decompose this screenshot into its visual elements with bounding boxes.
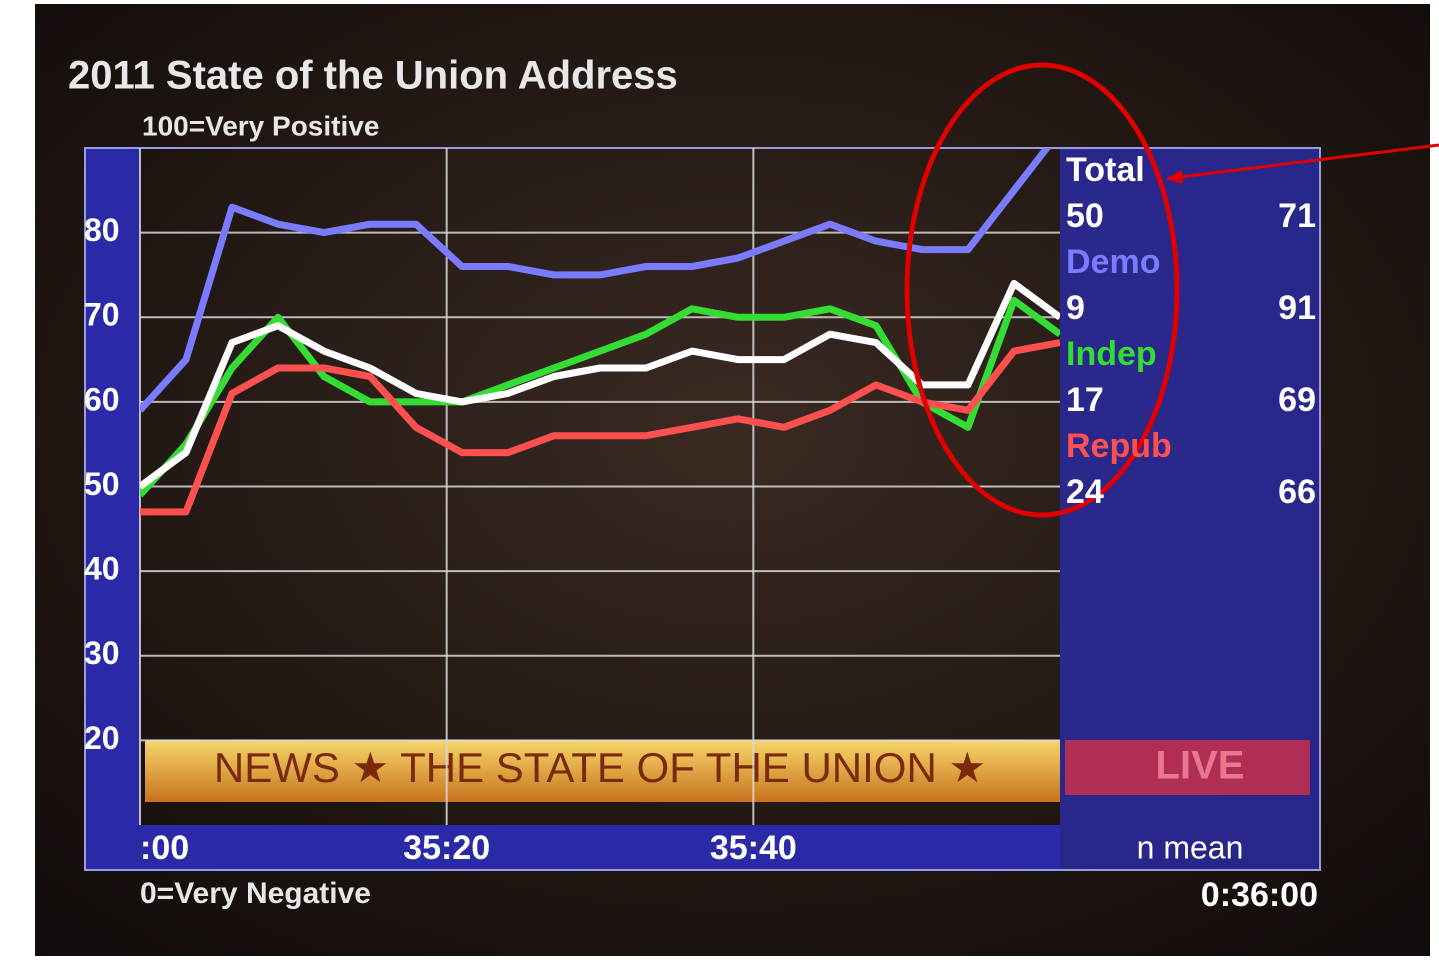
legend-name: Demo [1066, 243, 1160, 281]
legend-name: Total [1066, 151, 1145, 189]
annotation-arrow [1171, 143, 1439, 180]
panel-header: n mean [1137, 829, 1244, 865]
y-tick-label: 40 [84, 551, 120, 587]
series-line [140, 148, 1052, 413]
legend-name: Repub [1066, 427, 1172, 465]
y-axis-strip [85, 148, 140, 870]
banner-text: NEWS ★ THE STATE OF THE UNION ★ [214, 744, 986, 791]
annotation-ellipse [904, 62, 1180, 518]
top-label: 100=Very Positive [142, 110, 379, 141]
y-tick-label: 20 [84, 720, 120, 756]
x-tick-label: 35:20 [403, 829, 490, 867]
n-value: 50 [1066, 197, 1104, 235]
live-text: LIVE [1156, 744, 1245, 788]
mean-value: 69 [1278, 381, 1316, 419]
clock: 0:36:00 [1201, 876, 1318, 914]
n-value: 9 [1066, 289, 1085, 327]
mean-value: 66 [1278, 473, 1316, 511]
live-box [1065, 740, 1310, 795]
chart-title: 2011 State of the Union Address [68, 54, 678, 98]
y-tick-label: 50 [84, 466, 120, 502]
series-line [140, 279, 1060, 490]
n-value: 17 [1066, 381, 1104, 419]
y-tick-label: 80 [84, 212, 120, 248]
mean-value: 91 [1278, 289, 1316, 327]
y-tick-label: 70 [84, 297, 120, 333]
plot: 20 30 40 50 60 70 80 :00 35:20 35:40 [84, 148, 1060, 867]
frame [84, 147, 1321, 871]
bottom-label: 0=Very Negative [140, 877, 371, 910]
series-line [140, 339, 1060, 516]
mean-value: 71 [1278, 197, 1316, 235]
y-tick-label: 30 [84, 635, 120, 671]
x-axis-strip [140, 825, 1060, 870]
y-tick-label: 60 [84, 381, 120, 417]
annotation-arrowhead [1165, 170, 1183, 184]
x-tick-label: 35:40 [710, 829, 797, 867]
x-tick-label: :00 [140, 829, 189, 867]
banner [145, 740, 1060, 802]
n-value: 24 [1066, 473, 1104, 511]
legend-name: Indep [1066, 335, 1157, 373]
